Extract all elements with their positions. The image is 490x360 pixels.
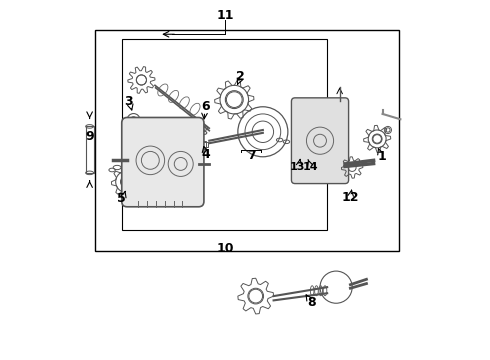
FancyBboxPatch shape [122,117,204,207]
Bar [86,126,94,173]
Text: 1: 1 [377,150,386,163]
Text: 14: 14 [302,162,318,172]
Text: 10: 10 [217,242,234,255]
Text: 12: 12 [342,192,359,204]
Bar [199,141,206,149]
Text: 9: 9 [85,130,94,143]
Text: 13: 13 [290,162,306,172]
Text: 5: 5 [118,193,126,206]
Bar [95,30,398,251]
Text: 4: 4 [201,148,210,162]
Text: 8: 8 [307,296,316,309]
Bar [198,142,208,147]
Text: 3: 3 [124,95,133,108]
Text: 2: 2 [236,70,245,83]
Text: 11: 11 [217,9,234,22]
Text: 7: 7 [247,149,256,162]
FancyBboxPatch shape [292,98,348,184]
Text: 6: 6 [201,100,210,113]
Bar [122,39,327,230]
